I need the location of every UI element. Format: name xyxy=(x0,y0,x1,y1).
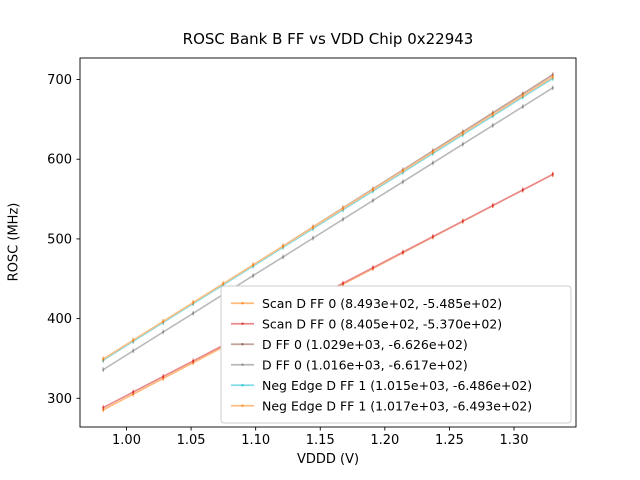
data-point xyxy=(401,180,405,183)
data-point xyxy=(521,105,524,108)
data-point xyxy=(461,219,464,223)
axes-spines xyxy=(79,57,577,428)
data-point xyxy=(192,301,195,304)
series-5 xyxy=(102,74,554,362)
data-point xyxy=(162,330,165,334)
data-point xyxy=(162,320,165,323)
x-tick-label: 1.15 xyxy=(306,433,335,448)
legend-label: D FF 0 (1.029e+03, -6.626e+02) xyxy=(262,337,468,352)
data-point xyxy=(491,113,494,116)
data-point xyxy=(521,94,524,97)
data-point xyxy=(311,226,315,229)
legend-entry: Scan D FF 0 (8.493e+02, -5.485e+02) xyxy=(231,296,502,311)
legend-entry: Neg Edge D FF 1 (1.015e+03, -6.486e+02) xyxy=(231,378,532,393)
data-point xyxy=(192,312,195,315)
data-point xyxy=(311,237,315,240)
x-tick-label: 1.10 xyxy=(241,433,270,448)
x-axis-ticks: 1.00 1.05 1.10 1.15 1.20 1.25 1.30 xyxy=(112,427,528,448)
legend-label: Scan D FF 0 (8.493e+02, -5.485e+02) xyxy=(262,296,502,311)
data-point xyxy=(551,86,554,89)
legend-marker xyxy=(241,302,244,305)
data-point xyxy=(371,266,375,269)
data-point xyxy=(251,263,255,266)
data-point xyxy=(102,406,105,409)
y-tick-label: 300 xyxy=(47,392,72,407)
data-point xyxy=(281,255,285,259)
data-point xyxy=(401,251,405,254)
data-point xyxy=(132,339,135,342)
data-point xyxy=(102,368,105,371)
series-line xyxy=(102,87,554,371)
y-axis-ticks: 300 400 500 600 700 xyxy=(47,73,80,407)
data-point xyxy=(551,173,554,176)
data-point xyxy=(341,207,345,210)
data-point xyxy=(491,124,494,127)
legend: Scan D FF 0 (8.493e+02, -5.485e+02) Scan … xyxy=(220,285,572,424)
x-tick-label: 1.20 xyxy=(370,433,399,448)
data-point xyxy=(251,274,255,277)
x-tick-label: 1.25 xyxy=(435,433,464,448)
x-tick-label: 1.30 xyxy=(500,433,529,448)
data-point xyxy=(371,188,375,191)
data-point xyxy=(132,390,135,394)
y-tick-label: 500 xyxy=(47,232,72,247)
y-tick-label: 600 xyxy=(47,153,72,168)
series-line xyxy=(102,76,554,360)
series-line xyxy=(102,77,554,361)
legend-marker xyxy=(241,363,244,366)
legend-entry: D FF 0 (1.016e+03, -6.617e+02) xyxy=(231,357,468,372)
data-point xyxy=(371,199,375,202)
legend-entry: Neg Edge D FF 1 (1.017e+03, -6.493e+02) xyxy=(231,398,532,413)
data-point xyxy=(162,375,165,378)
legend-label: Neg Edge D FF 1 (1.017e+03, -6.493e+02) xyxy=(262,398,532,413)
legend-marker xyxy=(241,404,244,407)
x-axis-label: VDDD (V) xyxy=(296,452,360,467)
y-tick-label: 400 xyxy=(47,312,72,327)
legend-marker xyxy=(241,322,244,325)
data-point xyxy=(281,245,285,248)
legend-entry: Scan D FF 0 (8.405e+02, -5.370e+02) xyxy=(231,316,502,331)
data-point xyxy=(431,235,434,238)
data-point xyxy=(102,357,105,361)
data-point xyxy=(521,188,524,192)
data-point xyxy=(192,359,195,363)
legend-box xyxy=(220,285,572,424)
data-point xyxy=(431,161,434,165)
data-point xyxy=(341,218,345,221)
data-point xyxy=(461,143,464,146)
legend-label: Neg Edge D FF 1 (1.015e+03, -6.486e+02) xyxy=(262,378,532,393)
data-point xyxy=(491,204,494,207)
chart-title: ROSC Bank B FF vs VDD Chip 0x22943 xyxy=(182,30,474,48)
legend-entry: D FF 0 (1.029e+03, -6.626e+02) xyxy=(231,337,468,352)
y-axis-label: ROSC (MHz) xyxy=(6,202,22,282)
legend-label: Scan D FF 0 (8.405e+02, -5.370e+02) xyxy=(262,316,502,331)
legend-label: D FF 0 (1.016e+03, -6.617e+02) xyxy=(262,357,468,372)
series-group xyxy=(102,72,554,413)
legend-marker xyxy=(241,343,244,346)
data-point xyxy=(461,132,464,135)
data-point xyxy=(431,151,434,154)
data-point xyxy=(341,282,345,285)
x-tick-label: 1.00 xyxy=(112,433,141,448)
legend-marker xyxy=(241,384,244,387)
y-tick-label: 700 xyxy=(47,73,72,88)
data-point xyxy=(551,75,554,78)
data-point xyxy=(222,282,225,285)
x-tick-label: 1.05 xyxy=(177,433,206,448)
data-point xyxy=(132,349,135,352)
data-point xyxy=(401,169,405,173)
